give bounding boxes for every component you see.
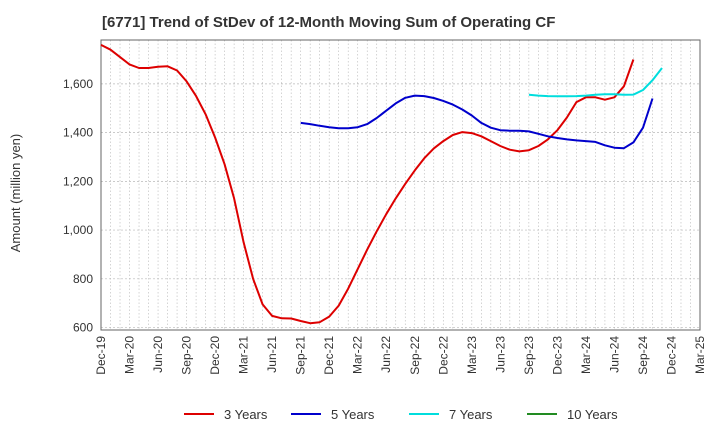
grid [101,40,700,330]
x-tick-label: Dec-19 [94,336,108,375]
legend-label: 7 Years [449,407,493,422]
y-axis: 600 800 1,000 1,200 1,400 1,600 [63,77,93,335]
x-tick-label: Dec-23 [550,336,564,375]
legend-label: 10 Years [567,407,618,422]
y-axis-label: Amount (million yen) [8,134,23,253]
x-tick-label: Sep-24 [636,336,650,375]
y-tick-label: 1,200 [63,174,93,188]
x-tick-label: Sep-20 [180,336,194,375]
y-tick-label: 800 [73,272,93,286]
x-tick-label: Mar-20 [123,336,137,374]
x-tick-label: Sep-22 [408,336,422,375]
x-tick-label: Mar-23 [465,336,479,374]
legend-label: 3 Years [224,407,268,422]
x-tick-label: Dec-21 [322,336,336,375]
x-tick-label: Mar-24 [579,336,593,374]
x-tick-label: Sep-23 [522,336,536,375]
y-tick-label: 1,600 [63,77,93,91]
x-tick-label: Dec-20 [208,336,222,375]
x-tick-label: Jun-22 [379,336,393,373]
x-tick-label: Jun-20 [151,336,165,373]
y-tick-label: 600 [73,321,93,335]
x-tick-label: Jun-23 [493,336,507,373]
legend: 3 Years 5 Years 7 Years 10 Years [184,407,618,422]
plot-area [100,39,701,331]
x-tick-label: Mar-22 [351,336,365,374]
x-axis: Dec-19 Mar-20 Jun-20 Sep-20 Dec-20 Mar-21 Jun-… [94,336,707,375]
x-tick-label: Jun-21 [265,336,279,373]
y-tick-label: 1,400 [63,126,93,140]
y-tick-label: 1,000 [63,223,93,237]
chart-title: [6771] Trend of StDev of 12-Month Moving… [102,14,555,31]
x-tick-label: Dec-22 [436,336,450,375]
x-tick-label: Jun-24 [607,336,621,373]
x-tick-label: Sep-21 [294,336,308,375]
x-tick-label: Mar-21 [237,336,251,374]
x-tick-label: Dec-24 [664,336,678,375]
series-layer [100,44,663,325]
plot-border [100,39,701,331]
series-line [528,67,663,98]
legend-label: 5 Years [331,407,375,422]
series-line [100,44,635,325]
series-line [300,94,654,150]
x-tick-label: Mar-25 [693,336,707,374]
